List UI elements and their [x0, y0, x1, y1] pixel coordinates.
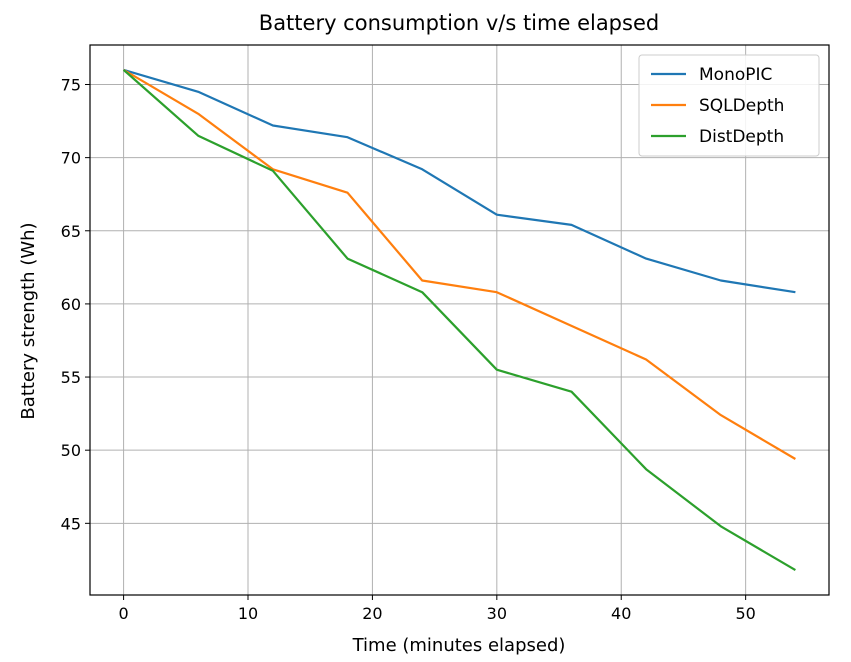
y-tick-label: 60 — [61, 295, 81, 314]
legend-label-distdepth: DistDepth — [699, 127, 784, 147]
plot-area-frame — [89, 44, 830, 596]
chart-title: Battery consumption v/s time elapsed — [259, 11, 659, 35]
y-tick-label: 75 — [61, 75, 81, 94]
series-line-monopic — [123, 68, 796, 294]
x-axis-ticks: 0 10 20 30 40 50 — [118, 595, 756, 623]
legend-box — [638, 54, 820, 157]
x-tick-label: 20 — [362, 604, 382, 623]
x-tick-label: 50 — [735, 604, 755, 623]
x-tick-label: 0 — [118, 604, 128, 623]
series-line-sqldepth — [123, 68, 796, 460]
y-tick-label: 70 — [61, 149, 81, 168]
legend-label-sqldepth: SQLDepth — [699, 96, 784, 116]
x-tick-label: 40 — [611, 604, 631, 623]
y-tick-label: 55 — [61, 368, 81, 387]
x-tick-label: 30 — [487, 604, 507, 623]
x-axis-label: Time (minutes elapsed) — [352, 635, 566, 656]
y-tick-label: 50 — [61, 441, 81, 460]
y-tick-label: 45 — [61, 514, 81, 533]
legend: MonoPIC SQLDepth DistDepth — [638, 54, 820, 157]
y-axis-ticks: 45 50 55 60 65 70 75 — [61, 75, 90, 533]
y-axis-label: Battery strength (Wh) — [18, 222, 39, 419]
x-tick-label: 10 — [238, 604, 258, 623]
y-tick-label: 65 — [61, 222, 81, 241]
legend-label-monopic: MonoPIC — [699, 65, 772, 85]
series-lines — [122, 68, 796, 572]
series-line-distdepth — [122, 69, 796, 572]
